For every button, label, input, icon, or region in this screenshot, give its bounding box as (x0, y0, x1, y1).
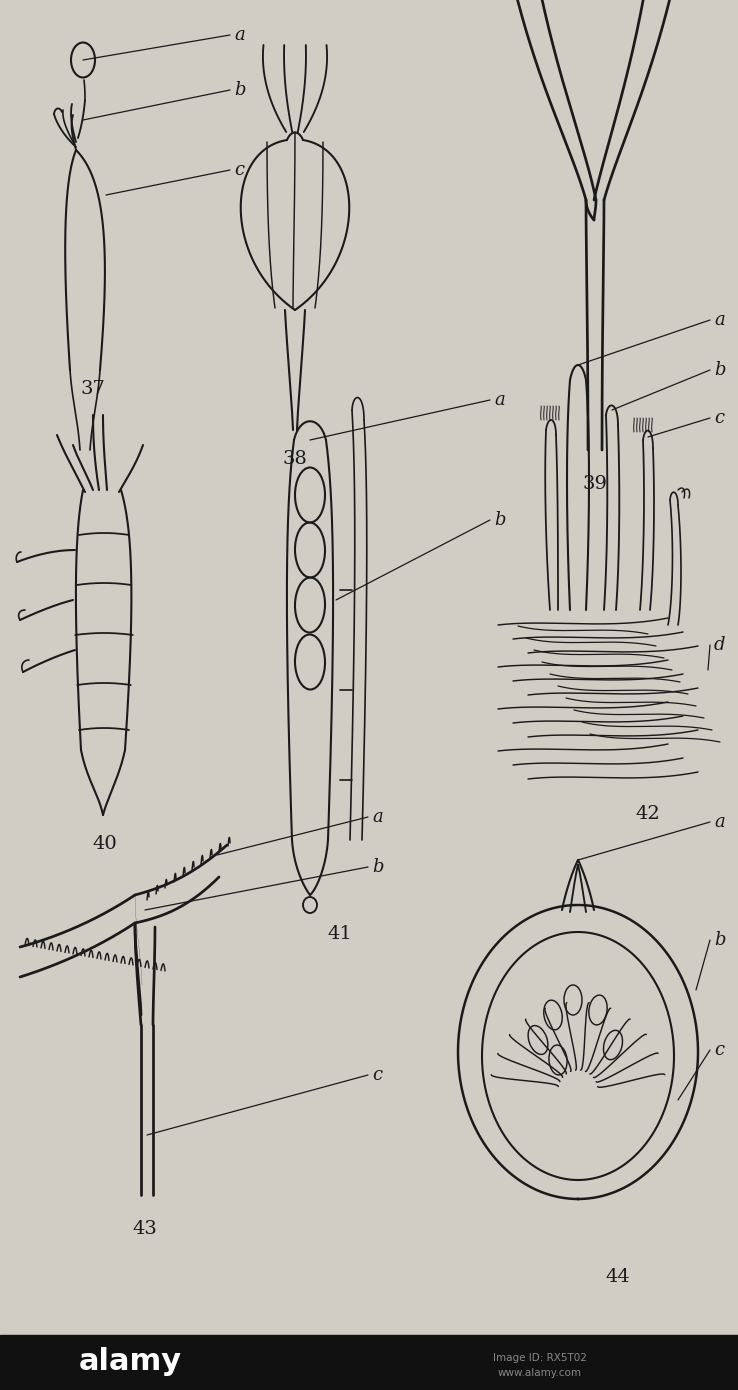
Text: 40: 40 (93, 835, 117, 853)
Text: www.alamy.com: www.alamy.com (498, 1368, 582, 1377)
Bar (0, 1334, 738, 1390)
Text: b: b (372, 858, 384, 876)
Text: a: a (494, 391, 505, 409)
Text: 37: 37 (80, 379, 106, 398)
Text: b: b (714, 361, 725, 379)
Text: 38: 38 (283, 450, 308, 468)
Text: b: b (714, 931, 725, 949)
Text: alamy: alamy (78, 1347, 182, 1376)
Text: c: c (234, 161, 244, 179)
Text: 42: 42 (635, 805, 661, 823)
Text: a: a (714, 813, 725, 831)
Text: d: d (714, 637, 725, 655)
Text: a: a (372, 808, 383, 826)
Text: Image ID: RX5T02: Image ID: RX5T02 (493, 1352, 587, 1364)
Text: c: c (372, 1066, 382, 1084)
Text: 43: 43 (133, 1220, 157, 1238)
Text: 44: 44 (606, 1268, 630, 1286)
Text: c: c (714, 409, 724, 427)
Text: a: a (234, 26, 245, 44)
Text: a: a (714, 311, 725, 329)
Text: c: c (714, 1041, 724, 1059)
Text: 41: 41 (328, 924, 352, 942)
Text: 39: 39 (582, 475, 607, 493)
Text: b: b (234, 81, 246, 99)
Text: b: b (494, 512, 506, 530)
